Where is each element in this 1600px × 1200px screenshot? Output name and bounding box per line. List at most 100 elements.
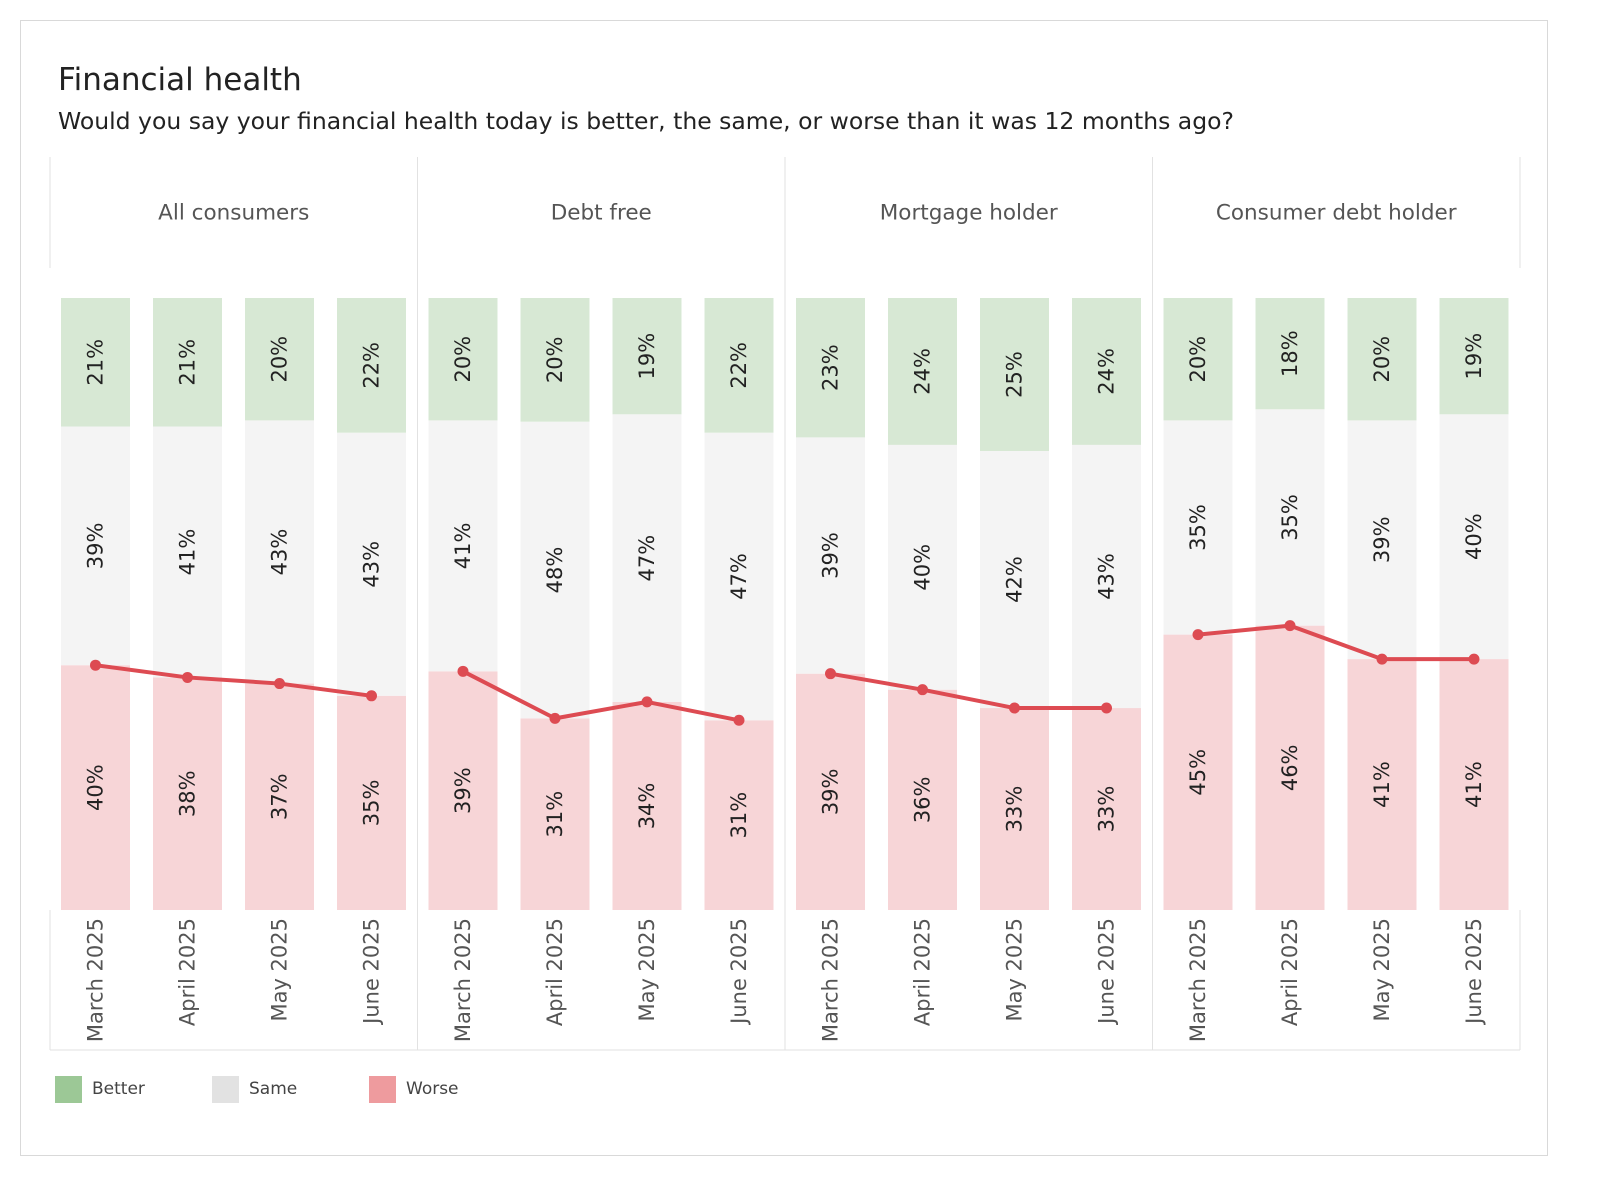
- legend-item-same: Same: [212, 1074, 297, 1104]
- chart-title: Financial health: [58, 62, 302, 98]
- data-label-same: 35%: [1186, 504, 1210, 551]
- data-label-better: 25%: [1003, 351, 1027, 398]
- data-label-same: 47%: [727, 553, 751, 600]
- data-label-same: 35%: [1278, 494, 1302, 541]
- worse-trend-line: [461, 669, 741, 723]
- bar-same: [520, 421, 590, 719]
- data-label-worse: 40%: [84, 764, 108, 811]
- data-label-better: 19%: [1462, 333, 1486, 380]
- worse-point: [366, 690, 377, 702]
- data-label-worse: 37%: [268, 773, 292, 820]
- bar-same: [888, 444, 957, 690]
- bar-same: [245, 420, 314, 684]
- data-label-same: 48%: [543, 547, 567, 594]
- bar-worse: [1439, 659, 1509, 910]
- bar-better: [1163, 298, 1233, 421]
- bar-better: [245, 298, 314, 421]
- data-label-better: 21%: [84, 339, 108, 386]
- data-label-worse: 35%: [360, 780, 384, 827]
- worse-point: [1468, 653, 1480, 665]
- panel-header: Consumer debt holder: [1216, 201, 1457, 226]
- x-tick-label: March 2025: [1186, 918, 1210, 1042]
- panel-header: Mortgage holder: [880, 201, 1058, 226]
- bar-better: [612, 298, 682, 415]
- legend-swatch-same: [212, 1075, 239, 1103]
- bar-worse: [888, 689, 957, 910]
- data-label-better: 21%: [176, 339, 200, 386]
- bar-same: [61, 426, 130, 666]
- worse-point: [641, 696, 653, 708]
- bar-same: [1347, 420, 1417, 660]
- data-label-same: 43%: [268, 529, 292, 576]
- x-tick-label: April 2025: [911, 918, 935, 1026]
- data-label-same: 43%: [360, 541, 384, 588]
- bar-worse: [612, 701, 682, 910]
- data-label-better: 20%: [543, 336, 567, 383]
- worse-point: [90, 659, 101, 671]
- bar-worse: [796, 673, 865, 910]
- data-label-worse: 45%: [1186, 749, 1210, 796]
- x-tick-label: May 2025: [1003, 918, 1027, 1022]
- worse-point: [457, 665, 469, 677]
- panel-header: All consumers: [158, 201, 309, 226]
- bar-better: [980, 298, 1049, 451]
- data-label-same: 41%: [176, 529, 200, 576]
- data-label-better: 24%: [911, 348, 935, 395]
- bar-worse: [245, 683, 314, 910]
- bar-better: [1072, 298, 1141, 445]
- chart-subtitle: Would you say your financial health toda…: [58, 107, 1234, 135]
- worse-trend-line: [1196, 623, 1476, 662]
- data-label-better: 20%: [1370, 336, 1394, 383]
- data-label-same: 41%: [451, 523, 475, 570]
- bar-worse: [1163, 634, 1233, 910]
- worse-point: [1101, 702, 1112, 714]
- data-label-worse: 39%: [451, 767, 475, 814]
- bar-worse: [980, 708, 1049, 910]
- data-label-better: 22%: [360, 342, 384, 389]
- bar-better: [153, 298, 222, 427]
- data-label-same: 42%: [1003, 556, 1027, 603]
- bar-better: [704, 298, 774, 433]
- data-label-worse: 31%: [543, 791, 567, 838]
- data-label-better: 23%: [819, 344, 843, 391]
- bar-same: [704, 432, 774, 721]
- data-label-worse: 46%: [1278, 744, 1302, 791]
- bar-better: [1439, 298, 1509, 415]
- data-label-worse: 41%: [1370, 761, 1394, 808]
- legend-item-worse: Worse: [369, 1074, 459, 1104]
- bar-worse: [704, 720, 774, 910]
- data-label-worse: 39%: [819, 768, 843, 815]
- bar-worse: [520, 718, 590, 910]
- worse-point: [1192, 629, 1204, 641]
- bar-same: [980, 451, 1049, 709]
- legend-swatch-better: [55, 1075, 82, 1103]
- bar-same: [153, 426, 222, 678]
- x-tick-label: March 2025: [819, 918, 843, 1042]
- bar-better: [337, 298, 406, 433]
- worse-trend-line: [93, 663, 374, 698]
- worse-point: [549, 712, 561, 724]
- data-label-same: 43%: [1095, 553, 1119, 600]
- x-tick-label: March 2025: [451, 918, 475, 1042]
- data-label-better: 24%: [1095, 348, 1119, 395]
- legend-label-same: Same: [249, 1079, 298, 1099]
- worse-point: [274, 678, 285, 690]
- legend-label-better: Better: [92, 1079, 145, 1099]
- data-label-worse: 33%: [1003, 786, 1027, 833]
- data-label-worse: 41%: [1462, 761, 1486, 808]
- data-label-better: 20%: [268, 336, 292, 383]
- legend-swatch-worse: [369, 1075, 396, 1103]
- x-tick-label: March 2025: [84, 918, 108, 1042]
- data-label-same: 39%: [1370, 516, 1394, 563]
- worse-point: [825, 668, 836, 680]
- bar-worse: [153, 677, 222, 910]
- bar-worse: [1072, 708, 1141, 910]
- bar-better: [888, 298, 957, 445]
- bar-same: [612, 414, 682, 702]
- bar-same: [796, 437, 865, 674]
- bar-worse: [337, 695, 406, 910]
- legend-item-better: Better: [55, 1074, 145, 1104]
- worse-trend-line: [828, 671, 1109, 711]
- data-label-worse: 31%: [727, 792, 751, 839]
- data-label-same: 39%: [819, 532, 843, 579]
